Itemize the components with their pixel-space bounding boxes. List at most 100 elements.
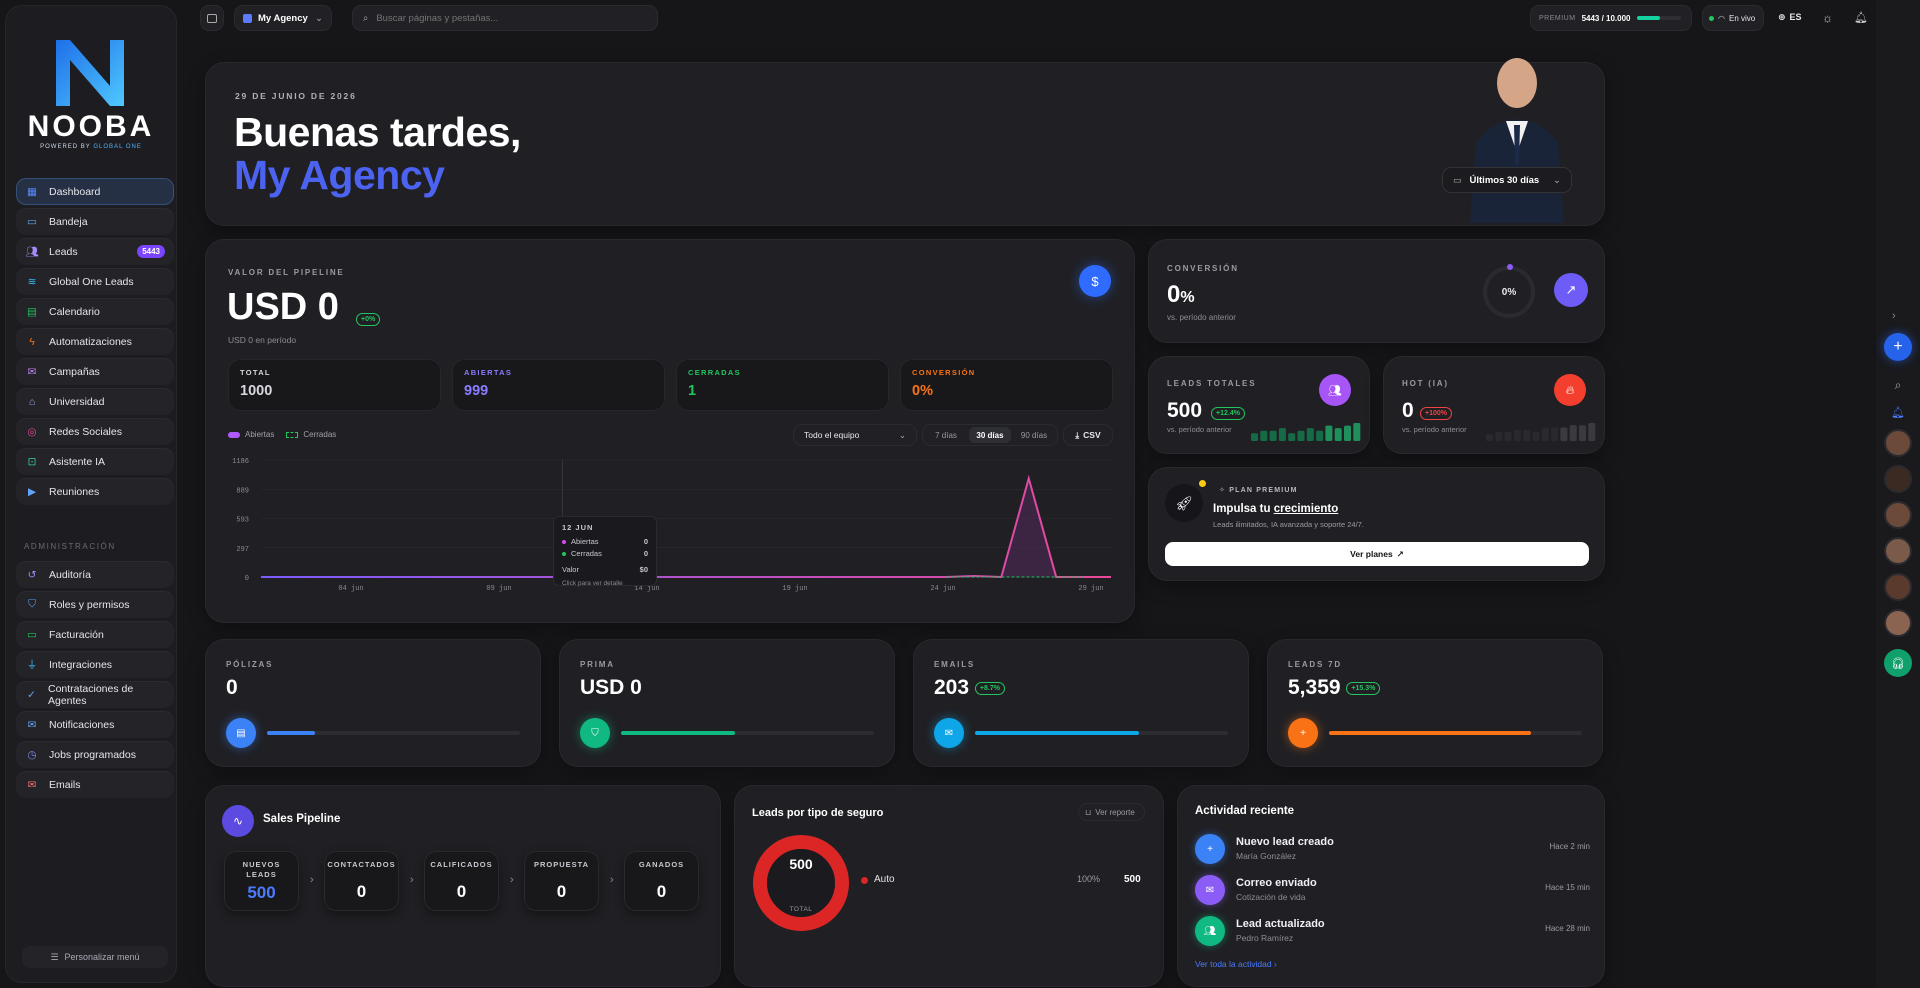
sidebar-item-universidad[interactable]: ⌂ Universidad bbox=[16, 388, 174, 415]
plan-usage[interactable]: PREMIUM 5443 / 10.000 bbox=[1530, 5, 1692, 31]
contact-avatar[interactable] bbox=[1884, 573, 1912, 601]
donut-slice-auto[interactable] bbox=[753, 835, 849, 931]
users-icon[interactable]: 👥︎ bbox=[1319, 374, 1351, 406]
pipeline-stat-conversión: CONVERSIÓN 0% bbox=[900, 359, 1113, 411]
sidebar-item-reuniones[interactable]: ▶ Reuniones bbox=[16, 478, 174, 505]
contact-avatar[interactable] bbox=[1884, 537, 1912, 565]
trending-up-icon[interactable]: ↗ bbox=[1554, 273, 1588, 307]
see-all-activity-link[interactable]: Ver toda la actividad › bbox=[1195, 959, 1277, 969]
csv-export-button[interactable]: ⤓ CSV bbox=[1063, 424, 1113, 446]
legend-open-label: Abiertas bbox=[245, 430, 275, 439]
toggle-sidebar-button[interactable] bbox=[200, 5, 224, 31]
sidebar-item-label: Campañas bbox=[49, 365, 100, 378]
view-plans-button[interactable]: Ver planes ↗ bbox=[1165, 542, 1589, 566]
language-selector[interactable]: ⊕ ES bbox=[1778, 12, 1802, 23]
chevron-right-icon: › bbox=[410, 874, 414, 886]
range-30-días[interactable]: 30 días bbox=[969, 427, 1011, 443]
stage-propuesta[interactable]: PROPUESTA 0 bbox=[524, 851, 599, 911]
kpi-card-pólizas[interactable]: PÓLIZAS 0 ▤ bbox=[206, 640, 540, 766]
sidebar-item-calendario[interactable]: ▤ Calendario bbox=[16, 298, 174, 325]
nooba-logo[interactable]: NOOBA POWERED BY GLOBAL ONE bbox=[6, 28, 176, 158]
sidebar-item-redes-sociales[interactable]: ◎ Redes Sociales bbox=[16, 418, 174, 445]
chevron-right-icon[interactable]: › bbox=[1892, 310, 1896, 322]
sidebar-item-jobs-programados[interactable]: ◷ Jobs programados bbox=[16, 741, 174, 768]
kpi-label: LEADS 7D bbox=[1288, 660, 1342, 669]
activity-item[interactable]: + Nuevo lead creado María González Hace 2 m… bbox=[1195, 832, 1590, 868]
usage-bar-fill bbox=[1636, 16, 1661, 20]
contact-avatar[interactable] bbox=[1884, 429, 1912, 457]
view-report-button[interactable]: ⊔ Ver reporte bbox=[1078, 803, 1145, 821]
sidebar-item-bandeja[interactable]: ▭ Bandeja bbox=[16, 208, 174, 235]
sidebar-item-emails[interactable]: ✉ Emails bbox=[16, 771, 174, 798]
sidebar-item-leads[interactable]: 👥︎ Leads 5443 bbox=[16, 238, 174, 265]
spark-bar bbox=[1560, 427, 1568, 441]
open-series-line[interactable] bbox=[261, 474, 1111, 579]
sidebar-item-automatizaciones[interactable]: ϟ Automatizaciones bbox=[16, 328, 174, 355]
flame-icon[interactable]: 🔥︎ bbox=[1554, 374, 1586, 406]
sidebar-item-asistente-ia[interactable]: ⊡ Asistente IA bbox=[16, 448, 174, 475]
period-selector[interactable]: ▭ Últimos 30 días ⌄ bbox=[1442, 167, 1572, 193]
range-90-días[interactable]: 90 días bbox=[1020, 430, 1048, 440]
team-filter[interactable]: Todo el equipo ⌄ bbox=[793, 424, 917, 446]
kpi-card-leads-7d[interactable]: LEADS 7D 5,359 +15.3% + bbox=[1268, 640, 1602, 766]
headset-icon[interactable]: 🎧︎ bbox=[1884, 649, 1912, 677]
agency-selector[interactable]: My Agency ⌄ bbox=[234, 5, 332, 31]
recent-activity-card: Actividad reciente Ver toda la actividad… bbox=[1178, 786, 1604, 986]
bell-icon[interactable]: 🔔︎ bbox=[1891, 406, 1905, 419]
admin-nav: ADMINISTRACIÓN ↺ Auditoría ⛉ Roles y permis… bbox=[16, 528, 174, 801]
pipeline-chart[interactable]: 1186 889 593 297 0 04 jun 09 jun 14 jun 19 jun 24… bbox=[216, 452, 1116, 602]
bell-icon[interactable]: 🔔︎ bbox=[1854, 12, 1868, 24]
sidebar-item-campañas[interactable]: ✉ Campañas bbox=[16, 358, 174, 385]
view-report-label: Ver reporte bbox=[1095, 807, 1135, 817]
sidebar-item-global-one-leads[interactable]: ≋ Global One Leads bbox=[16, 268, 174, 295]
range-7-días[interactable]: 7 días bbox=[935, 430, 957, 440]
spark-bar bbox=[1523, 429, 1531, 441]
stage-name-line1: NUEVOS bbox=[242, 860, 281, 869]
chevron-down-icon: ⌄ bbox=[315, 12, 323, 24]
kpi-card-prima[interactable]: PRIMA USD 0 ⛉ bbox=[560, 640, 894, 766]
stage-contactados[interactable]: CONTACTADOS 0 bbox=[324, 851, 399, 911]
add-icon[interactable]: + bbox=[1884, 333, 1912, 361]
sun-icon[interactable]: ☼ bbox=[1822, 11, 1833, 25]
sidebar-item-roles-y-permisos[interactable]: ⛉ Roles y permisos bbox=[16, 591, 174, 618]
sidebar-item-facturación[interactable]: ▭ Facturación bbox=[16, 621, 174, 648]
search-icon[interactable]: ⌕ bbox=[1894, 377, 1902, 392]
sidebar-item-contrataciones-de-agentes[interactable]: ✓ Contrataciones de Agentes bbox=[16, 681, 174, 708]
activity-item[interactable]: ✉ Correo enviado Cotización de vida Hace 15… bbox=[1195, 873, 1590, 909]
kpi-value: USD 0 bbox=[580, 676, 642, 700]
insurance-row-value: 500 bbox=[1124, 874, 1141, 885]
leads-total-card: LEADS TOTALES 500 +12.4% vs. período ant… bbox=[1149, 357, 1369, 453]
kpi-card-emails[interactable]: EMAILS 203 +8.7% ✉ bbox=[914, 640, 1248, 766]
stage-value: 0 bbox=[456, 882, 467, 901]
dollar-icon[interactable]: $ bbox=[1079, 265, 1111, 297]
sidebar-item-notificaciones[interactable]: ✉ Notificaciones bbox=[16, 711, 174, 738]
globe-icon: ⊕ bbox=[1778, 12, 1786, 22]
sidebar-item-integraciones[interactable]: ⏚ Integraciones bbox=[16, 651, 174, 678]
contact-avatar[interactable] bbox=[1884, 501, 1912, 529]
legend-closed-label: Cerradas bbox=[303, 430, 337, 439]
sidebar-item-dashboard[interactable]: ▦ Dashboard bbox=[16, 178, 174, 205]
search-input[interactable] bbox=[376, 12, 637, 24]
search-bar[interactable]: ⌕ bbox=[352, 5, 658, 31]
stage-nuevos[interactable]: NUEVOS LEADS 500 bbox=[224, 851, 299, 911]
team-filter-label: Todo el equipo bbox=[804, 430, 860, 440]
activity-item[interactable]: 👥︎ Lead actualizado Pedro Ramírez Hace 28 m… bbox=[1195, 914, 1590, 950]
spark-bar bbox=[1486, 434, 1493, 441]
insurance-donut[interactable] bbox=[751, 833, 851, 933]
leads-total-subtitle: vs. período anterior bbox=[1167, 425, 1232, 434]
contact-avatar[interactable] bbox=[1884, 465, 1912, 493]
customize-menu-button[interactable]: ☰ Personalizar menú bbox=[22, 946, 168, 968]
sidebar-item-label: Reuniones bbox=[49, 485, 100, 498]
language-label: ES bbox=[1789, 12, 1802, 22]
donut-total: 500 bbox=[789, 856, 813, 872]
sidebar-item-auditoría[interactable]: ↺ Auditoría bbox=[16, 561, 174, 588]
activity-title-text: Nuevo lead creado bbox=[1236, 836, 1334, 848]
stage-ganados[interactable]: GANADOS 0 bbox=[624, 851, 699, 911]
stage-calificados[interactable]: CALIFICADOS 0 bbox=[424, 851, 499, 911]
live-status[interactable]: ◠ En vivo bbox=[1702, 5, 1764, 31]
contact-avatar[interactable] bbox=[1884, 609, 1912, 637]
legend-open[interactable]: Abiertas bbox=[228, 430, 274, 439]
stat-value: 0% bbox=[912, 383, 933, 399]
legend-closed[interactable]: Cerradas bbox=[286, 430, 336, 439]
plan-label: PREMIUM bbox=[1539, 14, 1576, 22]
